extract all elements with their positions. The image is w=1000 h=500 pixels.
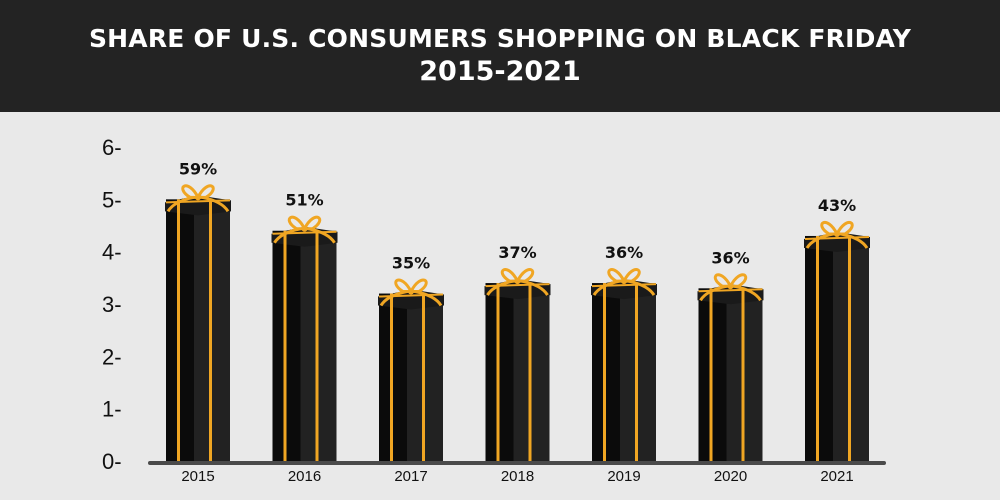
data-label: 51% <box>285 191 323 210</box>
ribbon-stripe <box>635 283 638 461</box>
data-label: 43% <box>818 196 856 215</box>
bow-knot <box>834 230 840 237</box>
ribbon-stripe <box>283 230 287 461</box>
ribbon-stripe <box>496 283 500 461</box>
bar-chart: 0- 1- 2- 3- 4- 5- 6- 59% 2015 51% 2016 35% 2017 37% 20… <box>102 135 886 485</box>
bow-left-tail <box>699 284 727 302</box>
bar-gift-box <box>378 278 444 461</box>
ribbon-stripe <box>816 235 819 461</box>
bow-right-tail <box>734 284 762 302</box>
bow-left-tail <box>592 279 621 296</box>
bar-gift-box <box>165 184 231 461</box>
bow-knot <box>301 225 308 232</box>
chart-area: 0- 1- 2- 3- 4- 5- 6- 59% 2015 51% 2016 35% 2017 37% 20… <box>0 112 1000 500</box>
bow-left-tail <box>379 290 408 307</box>
bow-left-tail <box>486 279 514 296</box>
bow-knot <box>621 278 627 285</box>
bar-gift-box <box>484 268 551 461</box>
ribbon-stripe <box>848 235 851 461</box>
data-label: 37% <box>498 243 536 262</box>
data-label: 36% <box>711 248 749 267</box>
y-tick-label: 6- <box>102 135 122 160</box>
bow-right-tail <box>627 279 656 296</box>
bow-left-tail <box>273 227 301 244</box>
data-label: 36% <box>605 243 643 262</box>
x-tick-label: 2015 <box>181 468 214 485</box>
bow-right-tail <box>201 195 230 213</box>
bar-gift-box <box>697 273 764 461</box>
x-tick-label: 2017 <box>394 468 427 485</box>
bow-knot <box>514 278 521 285</box>
y-tick-label: 0- <box>102 449 122 474</box>
x-tick-label: 2020 <box>714 468 747 485</box>
y-tick-label: 5- <box>102 187 122 212</box>
x-tick-label: 2021 <box>820 468 853 485</box>
ribbon-stripe <box>422 293 425 461</box>
y-tick-label: 3- <box>102 292 122 317</box>
chart-header: SHARE OF U.S. CONSUMERS SHOPPING ON BLAC… <box>0 0 1000 112</box>
y-tick-label: 2- <box>102 344 122 369</box>
bow-knot <box>195 194 201 201</box>
ribbon-stripe <box>209 199 212 461</box>
ribbon-stripe <box>315 230 319 461</box>
data-label: 35% <box>392 254 430 273</box>
bar-gift-box <box>804 221 870 461</box>
bar-gift-box <box>271 215 338 461</box>
bow-knot <box>408 288 414 295</box>
bow-knot <box>727 283 734 290</box>
y-tick-label: 1- <box>102 397 122 422</box>
bow-right-tail <box>521 279 549 296</box>
ribbon-stripe <box>709 288 713 461</box>
ribbon-stripe <box>603 283 606 461</box>
bow-left-tail <box>166 195 195 213</box>
y-tick-label: 4- <box>102 240 122 265</box>
ribbon-stripe <box>390 293 393 461</box>
ribbon-stripe <box>528 283 532 461</box>
ribbon-stripe <box>177 199 180 461</box>
bow-right-tail <box>840 232 869 249</box>
chart-subtitle: 2015-2021 <box>419 56 581 87</box>
bow-right-tail <box>308 227 336 244</box>
x-tick-label: 2016 <box>288 468 321 485</box>
bow-right-tail <box>414 290 443 307</box>
data-label: 59% <box>179 159 217 178</box>
x-tick-label: 2019 <box>607 468 640 485</box>
bow-left-tail <box>805 232 834 249</box>
chart-title: SHARE OF U.S. CONSUMERS SHOPPING ON BLAC… <box>88 24 912 53</box>
ribbon-stripe <box>741 288 745 461</box>
x-tick-label: 2018 <box>501 468 534 485</box>
bar-gift-box <box>591 268 657 461</box>
